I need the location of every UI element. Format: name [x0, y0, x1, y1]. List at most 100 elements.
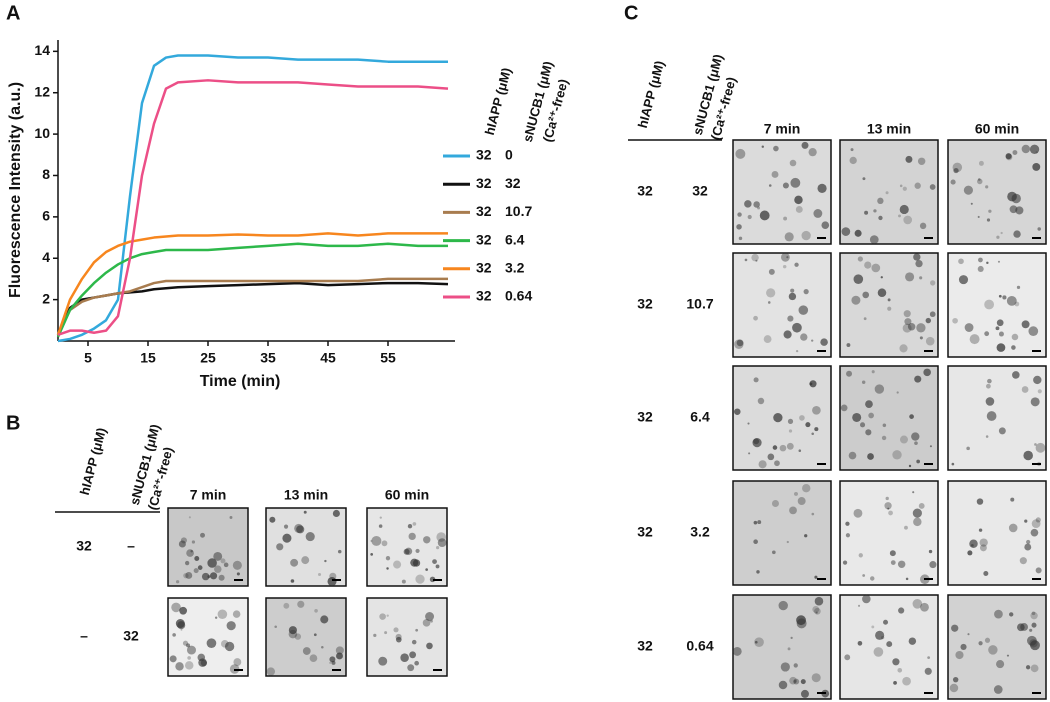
- image-particle: [899, 184, 903, 188]
- image-particle: [889, 550, 896, 557]
- image-particle: [860, 422, 866, 428]
- x-tick-label: 55: [380, 350, 396, 366]
- image-particle: [803, 289, 809, 295]
- micrograph: [839, 480, 939, 586]
- time-header: 13 min: [284, 487, 328, 503]
- image-particle: [175, 662, 184, 671]
- image-particle: [407, 664, 415, 672]
- image-particle: [984, 299, 995, 310]
- legend-label: 3.2: [505, 260, 525, 276]
- image-particle: [892, 450, 902, 460]
- time-header: 60 min: [975, 121, 1019, 137]
- image-particle: [793, 679, 797, 683]
- image-background: [839, 139, 939, 245]
- image-particle: [870, 576, 875, 581]
- image-particle: [916, 323, 926, 333]
- image-particle: [1024, 543, 1032, 551]
- image-particle: [789, 506, 797, 515]
- image-particle: [896, 391, 899, 394]
- image-particle: [301, 556, 310, 565]
- image-particle: [395, 633, 402, 641]
- image-particle: [1015, 206, 1024, 215]
- image-particle: [207, 575, 211, 579]
- legend-label: 10.7: [505, 203, 532, 219]
- image-particle: [755, 259, 758, 262]
- image-particle: [329, 656, 336, 663]
- image-particle: [407, 523, 413, 529]
- image-particle: [1035, 442, 1046, 453]
- image-particle: [757, 397, 765, 405]
- x-tick-label: 45: [320, 350, 336, 366]
- legend-header: hIAPP (μM): [482, 66, 514, 137]
- image-particle: [993, 685, 1003, 694]
- image-particle: [914, 375, 922, 383]
- image-particle: [795, 349, 799, 353]
- image-particle: [183, 572, 189, 579]
- image-particle: [977, 178, 983, 185]
- image-particle: [899, 435, 908, 444]
- image-particle: [744, 200, 752, 208]
- image-particle: [213, 551, 223, 561]
- image-particle: [985, 435, 989, 438]
- image-particle: [790, 177, 801, 188]
- image-particle: [844, 654, 851, 661]
- image-particle: [371, 535, 382, 546]
- image-background: [732, 480, 832, 586]
- image-particle: [846, 370, 853, 377]
- image-particle: [194, 556, 200, 561]
- legend-hiapp: 32: [476, 260, 492, 276]
- image-particle: [792, 322, 802, 333]
- image-particle: [970, 202, 973, 205]
- image-particle: [897, 560, 906, 568]
- image-particle: [960, 643, 967, 651]
- time-header: 60 min: [385, 487, 429, 503]
- image-particle: [198, 658, 207, 667]
- image-particle: [842, 560, 848, 565]
- micrograph: [732, 139, 832, 245]
- image-particle: [902, 323, 912, 333]
- image-particle: [953, 167, 959, 174]
- image-particle: [888, 510, 893, 516]
- image-particle: [978, 160, 984, 166]
- panel-label: B: [6, 412, 20, 434]
- image-particle: [887, 507, 890, 510]
- image-particle: [929, 445, 932, 448]
- image-particle: [236, 572, 240, 576]
- micrograph: [732, 594, 832, 700]
- image-particle: [430, 619, 433, 623]
- image-particle: [786, 256, 789, 259]
- micrograph: [947, 139, 1047, 245]
- image-particle: [370, 553, 374, 556]
- legend-hiapp: 32: [476, 288, 492, 304]
- micrograph: [947, 365, 1047, 471]
- image-particle: [800, 689, 809, 698]
- image-particle: [841, 227, 851, 236]
- image-particle: [882, 423, 887, 428]
- image-particle: [996, 235, 1000, 239]
- image-particle: [858, 553, 863, 558]
- image-particle: [283, 602, 290, 609]
- image-particle: [1009, 205, 1018, 214]
- data-line: [57, 54, 448, 343]
- image-particle: [883, 619, 889, 625]
- image-particle: [916, 459, 920, 464]
- image-particle: [425, 612, 435, 621]
- image-particle: [790, 636, 793, 640]
- image-particle: [395, 636, 402, 643]
- image-particle: [385, 556, 391, 561]
- image-particle: [898, 214, 901, 218]
- image-particle: [747, 214, 752, 220]
- image-particle: [414, 660, 419, 666]
- column-header-rotated: hIAPP (μM): [635, 59, 667, 130]
- image-particle: [797, 497, 806, 506]
- image-particle: [180, 628, 183, 631]
- image-particle: [193, 568, 199, 574]
- image-particle: [869, 235, 879, 244]
- image-particle: [771, 499, 779, 507]
- image-particle: [904, 318, 912, 326]
- image-particle: [761, 145, 764, 148]
- image-particle: [951, 462, 955, 466]
- image-particle: [865, 429, 872, 436]
- image-background: [947, 139, 1047, 245]
- image-particle: [919, 276, 923, 280]
